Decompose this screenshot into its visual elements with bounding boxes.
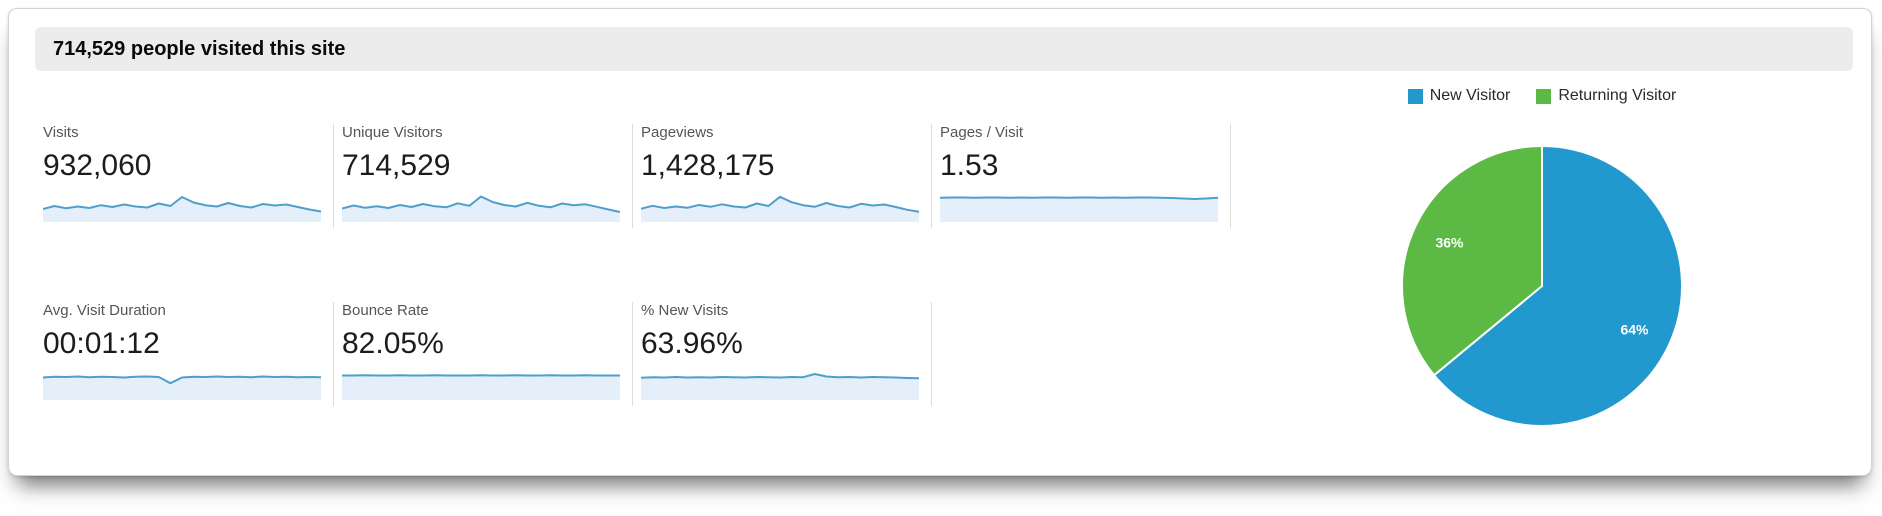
metric-label: % New Visits: [641, 302, 729, 319]
pie-slice-new-visitor[interactable]: [1433, 145, 1683, 427]
metric-row-1: Visits 932,060 Unique Visitors 714,529 P…: [35, 124, 1231, 228]
visitors-summary-title: 714,529 people visited this site: [53, 37, 346, 60]
percent-new-visits-sparkline: [641, 373, 919, 400]
metric-value: 932,060: [43, 149, 152, 182]
legend-label: New Visitor: [1429, 87, 1511, 104]
metric-value: 82.05%: [342, 327, 444, 360]
pie-legend: New Visitor Returning Visitor: [1407, 87, 1676, 105]
visitor-type-panel: New Visitor Returning Visitor 64% 36%: [1231, 85, 1853, 429]
metric-value: 63.96%: [641, 327, 743, 360]
new-visitor-swatch-icon: [1407, 88, 1423, 104]
pages-per-visit-sparkline: [940, 196, 1218, 222]
returning-visitor-swatch-icon: [1536, 88, 1552, 104]
pie-slice-label: 36%: [1435, 235, 1464, 251]
legend-label: Returning Visitor: [1558, 87, 1677, 104]
metric-label: Visits: [43, 124, 79, 141]
unique-visitors-sparkline: [342, 195, 620, 222]
metric-row-2: Avg. Visit Duration 00:01:12 Bounce Rate…: [35, 302, 1231, 406]
metric-value: 714,529: [342, 149, 451, 182]
pageviews-sparkline: [641, 195, 919, 222]
metric-value: 00:01:12: [43, 327, 160, 360]
visitor-type-pie-chart: 64% 36%: [1399, 143, 1685, 429]
metric-tile-visits[interactable]: Visits 932,060: [35, 124, 334, 228]
metric-label: Pageviews: [641, 124, 714, 141]
pie-slice-label: 64%: [1620, 322, 1649, 338]
metrics-panel: Visits 932,060 Unique Visitors 714,529 P…: [35, 85, 1231, 429]
metric-tile-pages-per-visit[interactable]: Pages / Visit 1.53: [932, 124, 1231, 228]
metric-label: Avg. Visit Duration: [43, 302, 166, 319]
legend-item-new-visitor: New Visitor: [1407, 87, 1511, 105]
metric-value: 1,428,175: [641, 149, 775, 182]
overview-content: Visits 932,060 Unique Visitors 714,529 P…: [35, 85, 1853, 429]
pie-slice-returning-visitor[interactable]: [1401, 145, 1543, 377]
bounce-rate-sparkline: [342, 374, 620, 400]
metric-value: 1.53: [940, 149, 999, 182]
visits-sparkline: [43, 196, 321, 222]
metric-label: Unique Visitors: [342, 124, 443, 141]
metric-tile-avg-visit-duration[interactable]: Avg. Visit Duration 00:01:12: [35, 302, 334, 406]
analytics-overview-card: 714,529 people visited this site Visits …: [8, 8, 1872, 476]
metric-label: Bounce Rate: [342, 302, 429, 319]
visitors-summary-bar: 714,529 people visited this site: [35, 27, 1853, 71]
metric-tile-unique-visitors[interactable]: Unique Visitors 714,529: [334, 124, 633, 228]
metric-tile-pageviews[interactable]: Pageviews 1,428,175: [633, 124, 932, 228]
metric-tile-percent-new-visits[interactable]: % New Visits 63.96%: [633, 302, 932, 406]
metric-label: Pages / Visit: [940, 124, 1024, 141]
avg-visit-duration-sparkline: [43, 375, 321, 400]
metric-tile-bounce-rate[interactable]: Bounce Rate 82.05%: [334, 302, 633, 406]
legend-item-returning-visitor: Returning Visitor: [1536, 87, 1676, 105]
